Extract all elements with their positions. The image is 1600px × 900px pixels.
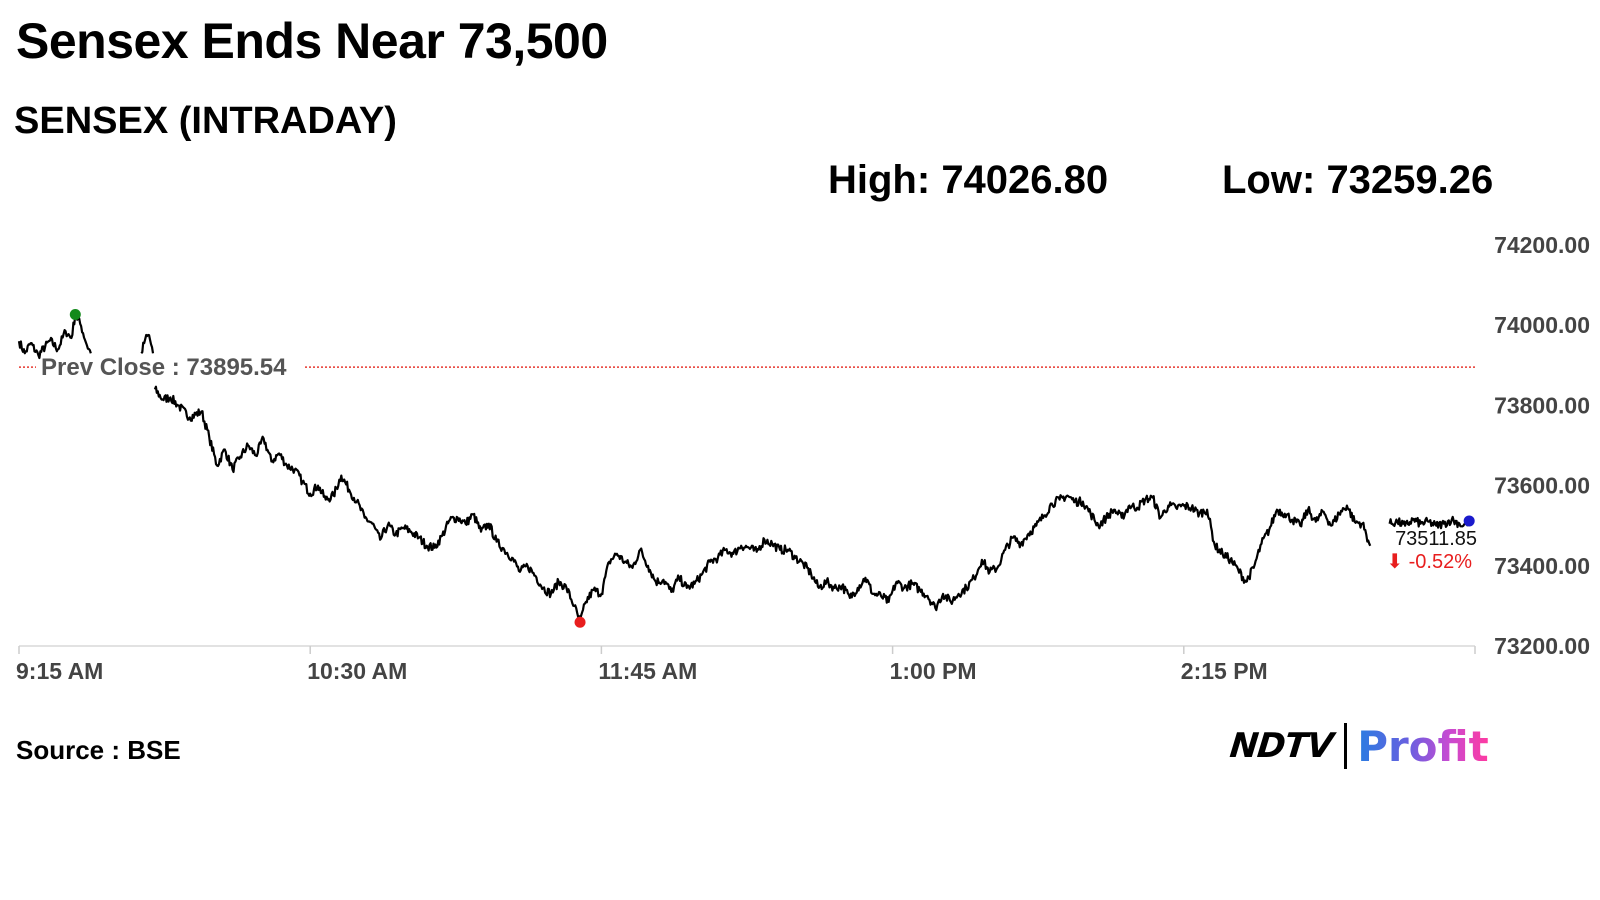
x-axis: 9:15 AM 10:30 AM 11:45 AM 1:00 PM 2:15 PM [16, 645, 1476, 684]
last-price-label: 73511.85 [1395, 528, 1477, 550]
last-price-marker [1463, 515, 1475, 527]
x-tick-label: 10:30 AM [307, 658, 407, 684]
change-percent-label: ⬇ -0.52% [1386, 551, 1472, 573]
y-tick-label: 73800.00 [1494, 392, 1590, 418]
low-value: 73259.26 [1326, 158, 1494, 202]
prev-close-label: Prev Close : 73895.54 [41, 354, 287, 381]
logo-ndtv-text: NDTV [1227, 726, 1335, 766]
y-tick-label: 74200.00 [1494, 232, 1590, 258]
y-axis: 74200.00 74000.00 73800.00 73600.00 73400.00… [1494, 232, 1590, 659]
high-label: High: [828, 158, 931, 202]
prev-close-line: Prev Close : 73895.54 [19, 354, 1475, 381]
logo-profit-text: Profit [1357, 721, 1489, 771]
chart-markers: 73511.85⬇ -0.52% [69, 308, 1477, 628]
logo-divider [1344, 723, 1348, 769]
low-label: Low: [1222, 158, 1316, 202]
source-note: Source : BSE [16, 735, 181, 765]
chart-subtitle: SENSEX (INTRADAY) [14, 100, 397, 142]
price-line-segment [17, 313, 92, 360]
headline: Sensex Ends Near 73,500 [16, 13, 608, 69]
low-marker [574, 616, 586, 628]
ndtv-profit-logo: NDTV Profit [1227, 718, 1489, 774]
y-tick-label: 74000.00 [1494, 312, 1590, 338]
x-tick-label: 1:00 PM [890, 658, 977, 684]
x-tick-label: 2:15 PM [1181, 658, 1268, 684]
high-readout: High: 74026.80 [828, 158, 1108, 203]
x-tick-label: 11:45 AM [598, 658, 697, 684]
price-line-segment [1388, 515, 1471, 530]
price-line-segment [153, 385, 1372, 624]
y-tick-label: 73200.00 [1494, 633, 1590, 659]
price-line-segment [140, 333, 155, 355]
x-tick-label: 9:15 AM [16, 658, 103, 684]
high-value: 74026.80 [941, 158, 1109, 202]
y-tick-label: 73600.00 [1494, 473, 1590, 499]
y-tick-label: 73400.00 [1494, 553, 1590, 579]
high-marker [69, 308, 81, 320]
low-readout: Low: 73259.26 [1222, 158, 1493, 203]
